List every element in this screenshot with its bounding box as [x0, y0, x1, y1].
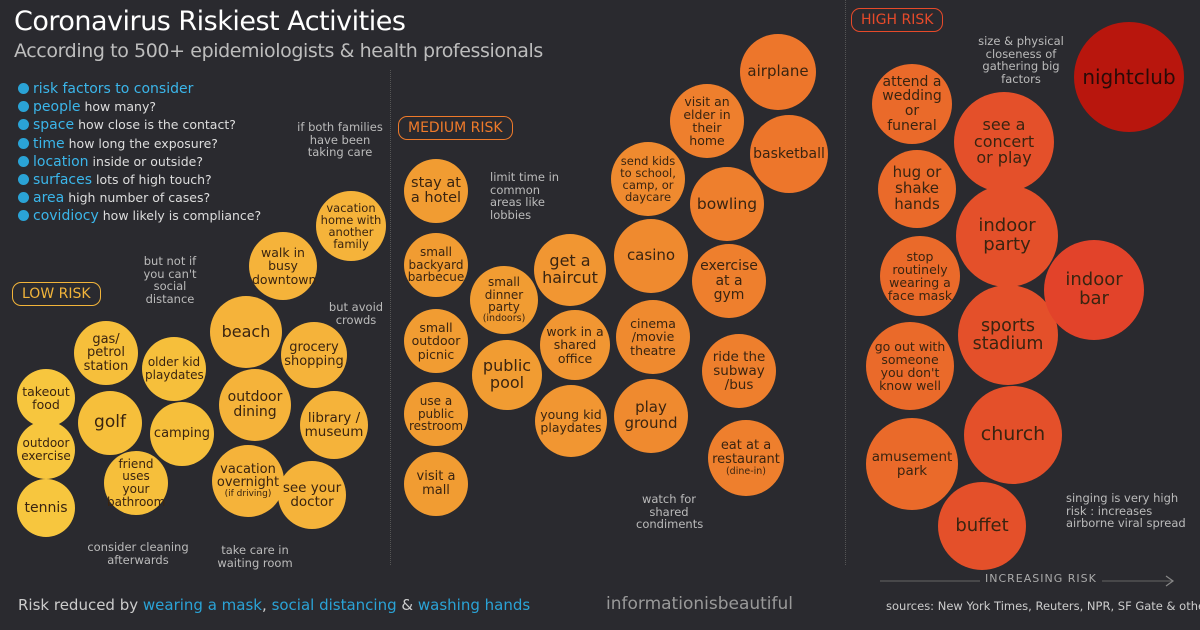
bubble-ride-subway: ride the subway /bus: [702, 334, 776, 408]
bubble-send-kids-school: send kids to school, camp, or daycare: [611, 142, 685, 216]
bubble-dinner-party: small dinner party (indoors): [470, 266, 538, 334]
bubble-public-pool: public pool: [472, 340, 542, 410]
bubble-eat-restaurant: eat at a restaurant (dine-in): [708, 420, 784, 496]
bubble-casino: casino: [614, 219, 688, 293]
factor-area: area high number of cases?: [18, 189, 261, 207]
bubble-buffet: buffet: [938, 482, 1026, 570]
footer-mask: wearing a mask: [142, 596, 262, 614]
bubble-golf: golf: [78, 391, 142, 455]
bubble-stay-hotel: stay at a hotel: [404, 159, 468, 223]
axis-label: INCREASING RISK: [985, 572, 1097, 585]
bubble-young-kid-playdates: young kid playdates: [535, 385, 607, 457]
divider-medium-high: [845, 0, 846, 565]
bubble-see-doctor: see your doctor: [278, 461, 346, 529]
globe-icon: [18, 192, 29, 204]
people-icon: [18, 101, 29, 113]
bubble-tennis: tennis: [17, 479, 75, 537]
bubble-sports-stadium: sports stadium: [958, 285, 1058, 385]
footer-risk-reduction: Risk reduced by wearing a mask, social d…: [18, 596, 531, 614]
bubble-nightclub: nightclub: [1074, 22, 1184, 132]
bubble-backyard-bbq: small backyard barbecue: [404, 233, 468, 297]
bubble-airplane: airplane: [740, 34, 816, 110]
note-limit-time: limit time in common areas like lobbies: [490, 170, 560, 222]
note-but-not: but not if you can't social distance: [143, 254, 197, 306]
brand-logo-text: informationisbeautiful: [606, 594, 794, 614]
note-singing: singing is very high risk : increases ai…: [1066, 491, 1186, 530]
head-icon: [18, 210, 29, 222]
bubble-camping: camping: [150, 402, 214, 466]
bubble-outdoor-dining: outdoor dining: [219, 369, 291, 441]
hand-icon: [18, 174, 29, 186]
bubble-grocery-shopping: grocery shopping: [281, 322, 347, 388]
bubble-gas-station: gas/ petrol station: [74, 321, 138, 385]
page-subtitle: According to 500+ epidemiologists & heal…: [14, 40, 543, 62]
bubble-get-haircut: get a haircut: [534, 234, 606, 306]
risk-axis-arrow: [880, 575, 1175, 587]
bubble-friend-bathroom: friend uses your bathroom: [104, 451, 168, 515]
note-if-both-families: if both families have been taking care: [297, 120, 383, 159]
footer-washing: washing hands: [417, 596, 531, 614]
bubble-outdoor-exercise: outdoor exercise: [17, 421, 75, 479]
space-icon: [18, 119, 29, 131]
bubble-playground: play ground: [614, 379, 688, 453]
factors-heading: risk factors to consider: [33, 81, 194, 97]
note-watch-condiments: watch for shared condiments: [636, 492, 704, 531]
bubble-hug-handshake: hug or shake hands: [878, 150, 956, 228]
location-icon: [18, 155, 29, 167]
bubble-beach: beach: [210, 296, 282, 368]
clock-icon: [18, 137, 29, 149]
bubble-outdoor-picnic: small outdoor picnic: [404, 309, 468, 373]
divider-low-medium: [390, 70, 391, 565]
sources-text: sources: New York Times, Reuters, NPR, S…: [886, 599, 1200, 613]
bubble-basketball: basketball: [750, 115, 828, 193]
footer-distancing: social distancing: [271, 596, 397, 614]
bubble-stop-mask: stop routinely wearing a face mask: [880, 236, 960, 316]
bubble-visit-elder: visit an elder in their home: [670, 84, 744, 158]
factor-location: location inside or outside?: [18, 153, 261, 171]
factors-heading-row: risk factors to consider: [18, 80, 261, 98]
high-risk-label: HIGH RISK: [851, 8, 944, 32]
bubble-shared-office: work in a shared office: [540, 310, 610, 380]
bubble-bowling: bowling: [690, 167, 764, 241]
bubble-walk-downtown: walk in busy downtown: [249, 232, 317, 300]
bubble-indoor-bar: indoor bar: [1044, 240, 1144, 340]
bubble-visit-mall: visit a mall: [404, 452, 468, 516]
bubble-amusement-park: amusement park: [866, 418, 958, 510]
bubble-takeout-food: takeout food: [17, 369, 75, 427]
bubble-vacation-overnight: vacation overnight (if driving): [212, 445, 284, 517]
bubble-indoor-party: indoor party: [956, 185, 1058, 287]
info-icon: [18, 83, 29, 94]
bubble-older-kid-playdates: older kid playdates: [142, 337, 206, 401]
bubble-public-restroom: use a public restroom: [404, 382, 468, 446]
note-consider-cleaning: consider cleaning afterwards: [87, 540, 189, 567]
bubble-vacation-home: vacation home with another family: [316, 191, 386, 261]
note-take-care: take care in waiting room: [217, 543, 293, 570]
factor-space: space how close is the contact?: [18, 116, 261, 134]
bubble-cinema: cinema /movie theatre: [616, 300, 690, 374]
note-size-closeness: size & physical closeness of gathering b…: [978, 34, 1064, 86]
medium-risk-label: MEDIUM RISK: [398, 116, 513, 140]
bubble-go-out-someone: go out with someone you don't know well: [866, 322, 954, 410]
low-risk-label: LOW RISK: [12, 282, 101, 306]
factor-surfaces: surfaces lots of high touch?: [18, 171, 261, 189]
factor-people: people how many?: [18, 98, 261, 116]
note-but-avoid: but avoid crowds: [328, 300, 384, 327]
bubble-concert-play: see a concert or play: [954, 92, 1054, 192]
bubble-wedding-funeral: attend a wedding or funeral: [872, 64, 952, 144]
factor-time: time how long the exposure?: [18, 135, 261, 153]
bubble-church: church: [964, 386, 1062, 484]
risk-factors-legend: risk factors to consider people how many…: [18, 80, 261, 226]
bubble-exercise-gym: exercise at a gym: [692, 244, 766, 318]
page-title: Coronavirus Riskiest Activities: [14, 6, 406, 37]
factor-covidiocy: covidiocy how likely is compliance?: [18, 207, 261, 225]
bubble-library-museum: library / museum: [300, 391, 368, 459]
